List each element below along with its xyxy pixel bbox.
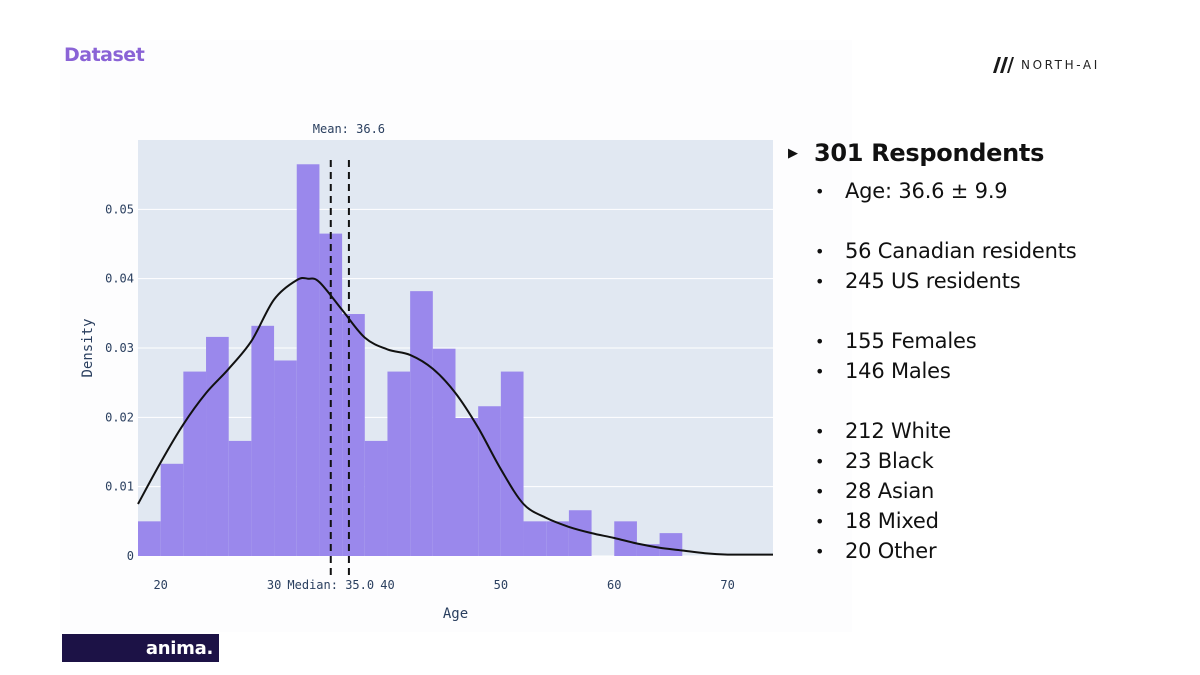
x-tick-label: 50 (494, 578, 508, 592)
histogram-bar (568, 510, 592, 556)
x-axis-ticks: 20 30 40 50 60 70 (153, 578, 734, 592)
kde-curve (137, 276, 773, 556)
stat-group: • 155 Females • 146 Males (788, 326, 1077, 386)
histogram-bar (432, 348, 456, 556)
y-tick-label: 0 (127, 549, 134, 563)
histogram-bar (183, 371, 207, 556)
stat-text: 28 Asian (845, 479, 935, 503)
stat-item: • 146 Males (788, 356, 1077, 386)
footer-brand: anima. (145, 637, 213, 659)
slide-title: Dataset (64, 44, 145, 66)
histogram-bar (228, 440, 252, 556)
bullet-icon: • (815, 181, 825, 201)
stat-item: • Age: 36.6 ± 9.9 (788, 176, 1077, 206)
x-axis-label: Age (443, 606, 468, 622)
histogram-bar (138, 521, 161, 556)
y-tick-label: 0.04 (105, 272, 134, 286)
stat-group: • 212 White • 23 Black • 28 Asian • 18 Mixed • 20… (788, 416, 1077, 566)
histogram-bar (410, 291, 433, 556)
histogram-bar (455, 418, 479, 556)
y-tick-label: 0.01 (105, 480, 134, 494)
mean-label: Mean: 36.6 (313, 122, 385, 136)
stat-text: 212 White (845, 419, 952, 443)
stat-text: 155 Females (845, 329, 977, 353)
histogram-bar (546, 521, 569, 556)
y-tick-label: 0.05 (105, 202, 134, 216)
histogram-bar (636, 544, 660, 556)
median-label: Median: 35.0 (287, 578, 374, 592)
stat-text: 20 Other (845, 539, 937, 563)
histogram-bar (251, 325, 275, 556)
histogram-bar (342, 314, 365, 556)
histogram-bars (138, 164, 683, 556)
stat-group: • 56 Canadian residents • 245 US residents (788, 236, 1077, 296)
brand-logo: NORTH-AI (992, 56, 1100, 74)
x-tick-label: 60 (607, 578, 621, 592)
stats-list: • Age: 36.6 ± 9.9 • 56 Canadian residents • 2… (788, 176, 1077, 566)
stat-item: • 245 US residents (788, 266, 1077, 296)
brand-name: NORTH-AI (1021, 58, 1100, 72)
histogram-bar (614, 521, 637, 556)
x-tick-label: 30 (267, 578, 281, 592)
stat-group: • Age: 36.6 ± 9.9 (788, 176, 1077, 206)
bullet-icon: • (815, 511, 825, 531)
triangle-bullet-icon: ▶ (788, 145, 798, 161)
stat-text: 23 Black (845, 449, 934, 473)
bullet-icon: • (815, 331, 825, 351)
stat-text: Age: 36.6 ± 9.9 (845, 179, 1008, 203)
bullet-icon: • (815, 241, 825, 261)
stat-text: 146 Males (845, 359, 951, 383)
stat-text: 18 Mixed (845, 509, 939, 533)
histogram-bar (160, 463, 184, 556)
x-tick-label: 40 (380, 578, 394, 592)
respondents-heading: 301 Respondents (814, 139, 1045, 167)
histogram-bar (206, 336, 229, 556)
y-tick-label: 0.03 (105, 341, 134, 355)
north-ai-logo-icon (993, 57, 1014, 73)
stat-item: • 20 Other (788, 536, 1077, 566)
y-tick-label: 0.02 (105, 410, 134, 424)
histogram-bar (274, 360, 297, 556)
footer-logo: anima. (62, 634, 219, 662)
bullet-icon: • (815, 481, 825, 501)
stat-item: • 212 White (788, 416, 1077, 446)
histogram-bar (387, 371, 411, 556)
histogram-bar (478, 406, 501, 556)
x-tick-label: 20 (153, 578, 167, 592)
stat-text: 245 US residents (845, 269, 1021, 293)
histogram-bar (500, 371, 524, 556)
stat-item: • 56 Canadian residents (788, 236, 1077, 266)
stat-text: 56 Canadian residents (845, 239, 1077, 263)
stats-panel: ▶ 301 Respondents • Age: 36.6 ± 9.9 • 56 Ca… (788, 136, 1077, 566)
reference-lines: Mean: 36.6 Median: 35.0 (287, 122, 385, 592)
histogram-bar (659, 533, 683, 556)
stat-item: • 28 Asian (788, 476, 1077, 506)
stat-item: • 155 Females (788, 326, 1077, 356)
stat-item: • 23 Black (788, 446, 1077, 476)
x-tick-label: 70 (720, 578, 734, 592)
histogram-bar (523, 521, 547, 556)
stats-heading-row: ▶ 301 Respondents (788, 136, 1077, 170)
bullet-icon: • (815, 451, 825, 471)
histogram-bar (296, 164, 320, 556)
bullet-icon: • (815, 421, 825, 441)
bullet-icon: • (815, 271, 825, 291)
bullet-icon: • (815, 541, 825, 561)
age-histogram-chart: Mean: 36.6 Median: 35.0 20 30 40 50 60 70 0 0.0… (80, 122, 773, 622)
stat-item: • 18 Mixed (788, 506, 1077, 536)
y-axis-ticks: 0 0.01 0.02 0.03 0.04 0.05 (105, 202, 134, 563)
bullet-icon: • (815, 361, 825, 381)
y-axis-label: Density (80, 318, 96, 377)
histogram-bar (364, 440, 388, 556)
